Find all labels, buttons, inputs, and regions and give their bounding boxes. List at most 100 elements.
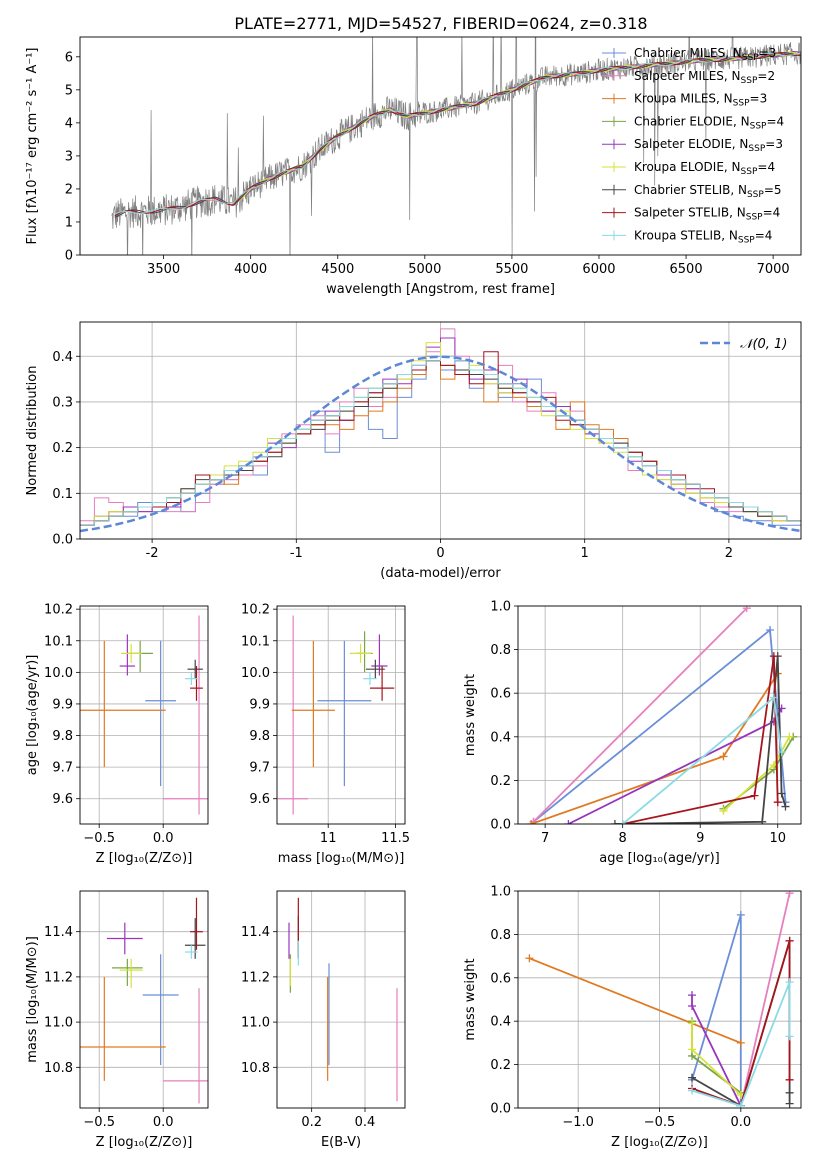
y-tick-label: 9.7 <box>52 761 73 776</box>
y-tick-label: 0.8 <box>490 928 511 943</box>
errorbar-point-kroupa-miles <box>80 976 166 1081</box>
axes-frame <box>79 890 209 1109</box>
legend-entry-n: 5 <box>774 183 782 197</box>
x-tick-label: 9 <box>696 831 704 846</box>
y-tick-label: 9.8 <box>52 729 73 744</box>
legend-entry-n: 2 <box>767 69 775 83</box>
y-axis-label: mass weight <box>463 674 478 756</box>
y-tick-label: 0.4 <box>52 350 73 365</box>
errorbar-point-kroupa-miles <box>80 640 166 768</box>
x-tick-label: 0.4 <box>355 1115 376 1130</box>
x-tick-label: -2 <box>146 546 159 561</box>
y-tick-label: 0.6 <box>490 971 511 986</box>
y-tick-label: 0.3 <box>52 395 73 410</box>
x-tick-label: 5000 <box>408 262 441 277</box>
y-tick-label: 9.6 <box>52 792 73 807</box>
axes-frame <box>79 605 209 825</box>
weight-marker <box>719 752 728 761</box>
weight-line-kroupa-stelib <box>691 981 791 1107</box>
weight-marker <box>736 910 745 919</box>
legend-entry-subscript: SSP <box>738 235 755 245</box>
legend-entry: Salpeter STELIB, NSSP=4 <box>634 206 780 223</box>
legend-entry-count: = <box>755 228 765 242</box>
errorbar-point-chabrier-elodie <box>112 958 143 986</box>
errorbar-point-chabrier-elodie <box>356 631 373 673</box>
histogram-salpeter-stelib <box>80 351 801 539</box>
errorbar-point-salpeter-elodie <box>119 634 136 676</box>
y-tick-label: 10.8 <box>44 1061 73 1076</box>
y-tick-label: 10.2 <box>44 603 73 618</box>
errorbar-point-salpeter-miles <box>163 988 208 1104</box>
y-tick-label: 0.2 <box>490 1058 511 1073</box>
legend-entry-count: = <box>766 114 776 128</box>
weight-marker <box>688 1045 697 1054</box>
y-tick-label: 0.0 <box>52 533 73 548</box>
y-tick-label: 11.0 <box>44 1016 73 1031</box>
x-tick-label: 0.0 <box>730 1115 751 1130</box>
y-tick-label: 0.4 <box>490 1015 511 1030</box>
legend-entry-n: 3 <box>775 137 783 151</box>
weight-line-kroupa-stelib <box>622 695 783 824</box>
x-tick-label: 3500 <box>147 262 180 277</box>
legend-entry: Chabrier MILES, NSSP=3 <box>634 46 776 63</box>
errorbar-point-salpeter-stelib <box>369 666 395 701</box>
legend-entry: Kroupa STELIB, NSSP=4 <box>634 228 772 245</box>
weight-marker <box>785 891 794 898</box>
weight-marker <box>525 954 534 963</box>
axes-frame <box>276 890 406 1109</box>
x-axis-label: Z [log₁₀(Z/Z⊙)] <box>611 1135 708 1150</box>
legend-entry-subscript: SSP <box>750 121 767 131</box>
y-tick-label: 10.1 <box>241 634 270 649</box>
legend-entry-prefix: Kroupa ELODIE, N <box>634 160 741 174</box>
y-tick-label: 0.2 <box>52 441 73 456</box>
figure-title: PLATE=2771, MJD=54527, FIBERID=0624, z=0… <box>234 14 647 33</box>
x-tick-label: 1 <box>581 546 589 561</box>
legend-entry: Kroupa MILES, NSSP=3 <box>634 92 767 109</box>
legend-entry-prefix: Chabrier ELODIE, N <box>634 114 750 128</box>
y-tick-label: 3 <box>65 149 73 164</box>
x-tick-label: 11.5 <box>381 831 410 846</box>
x-axis-label: Z [log₁₀(Z/Z⊙)] <box>96 851 193 866</box>
weight-marker <box>719 806 728 815</box>
legend-entry-prefix: Kroupa STELIB, N <box>634 228 738 242</box>
weight-marker <box>777 748 786 757</box>
y-tick-label: 0.8 <box>490 643 511 658</box>
age-vs-Z-panel: −0.5 0.0 9.6 9.7 9.8 9.9 10.0 10.1 10.2 Z [log₁₀(… <box>25 603 209 866</box>
x-axis-label: age [log₁₀(age/yr)] <box>599 851 720 866</box>
y-axis-label: Normed distribution <box>25 366 40 496</box>
x-axis-label: (data-model)/error <box>380 566 501 581</box>
legend-entry-subscript: SSP <box>741 167 758 177</box>
legend-entry-count: = <box>765 137 775 151</box>
legend-entry-count: = <box>757 69 767 83</box>
errorbar-point-chabrier-stelib <box>184 918 206 959</box>
axes-frame <box>276 605 406 825</box>
y-tick-label: 10.0 <box>44 666 73 681</box>
weight-marker <box>742 606 751 613</box>
errorbar-point-chabrier-miles <box>145 640 176 787</box>
axes-frame <box>517 890 802 1109</box>
y-axis-label: mass [log₁₀(M/M⊙)] <box>25 936 40 1063</box>
y-tick-label: 9.7 <box>249 761 270 776</box>
weight-marker <box>773 798 782 807</box>
x-tick-label: −0.5 <box>83 1115 115 1130</box>
legend-entry-count: = <box>759 46 769 60</box>
legend-entry-subscript: SSP <box>746 213 763 223</box>
x-axis-label: mass [log₁₀(M/M⊙)] <box>278 851 405 866</box>
legend-entry-subscript: SSP <box>748 144 765 154</box>
legend-entry-prefix: Salpeter STELIB, N <box>634 206 746 220</box>
x-tick-label: 11 <box>320 831 337 846</box>
axes-frame <box>517 605 802 825</box>
y-tick-label: 2 <box>65 182 73 197</box>
y-tick-label: 11.0 <box>241 1016 270 1031</box>
legend-entry-n: 3 <box>769 46 777 60</box>
weight-marker <box>688 1086 697 1095</box>
x-tick-label: −0.5 <box>83 831 115 846</box>
y-tick-label: 1.0 <box>490 885 511 900</box>
x-tick-label: 0.2 <box>301 1115 322 1130</box>
weight-marker <box>785 732 794 741</box>
y-tick-label: 0.2 <box>490 774 511 789</box>
data-spectrum-line <box>111 37 801 255</box>
y-tick-label: 0.0 <box>490 1102 511 1117</box>
